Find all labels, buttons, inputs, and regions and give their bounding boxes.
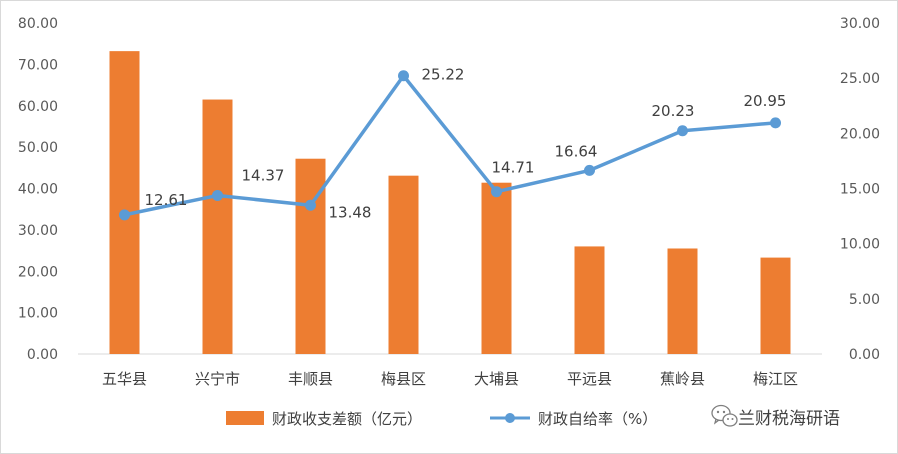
x-axis-tick-label: 兴宁市 (195, 370, 240, 388)
legend-swatch-marker (505, 413, 515, 423)
right-axis-tick-label: 15.00 (840, 182, 880, 198)
left-axis-tick-label: 70.00 (18, 57, 58, 73)
bar (388, 175, 419, 354)
line-data-label: 16.64 (555, 142, 598, 160)
bar (481, 182, 512, 354)
watermark: 兰财税海研语 (711, 404, 840, 429)
legend-swatch-bar (226, 411, 264, 425)
left-axis-tick-label: 0.00 (27, 347, 58, 363)
line-point (305, 199, 316, 211)
line-data-label: 14.37 (242, 166, 285, 184)
right-axis-tick-label: 20.00 (840, 126, 880, 142)
x-axis-tick-label: 大埔县 (474, 370, 519, 388)
bar-series (109, 51, 791, 354)
x-axis-tick-label: 平远县 (567, 370, 612, 388)
left-axis-tick-label: 60.00 (18, 99, 58, 115)
line-data-label: 12.61 (145, 191, 188, 209)
line-point (677, 125, 688, 137)
legend-label-line: 财政自给率（%） (538, 410, 657, 428)
wechat-icon (711, 404, 738, 427)
left-axis-tick-label: 20.00 (18, 264, 58, 280)
left-axis-tick-label: 30.00 (18, 223, 58, 239)
series-line (124, 73, 776, 217)
right-axis-tick-label: 30.00 (840, 16, 880, 32)
right-axis-tick-label: 5.00 (849, 292, 880, 308)
line-data-label: 13.48 (329, 203, 372, 221)
line-point (398, 70, 409, 82)
x-axis-tick-label: 蕉岭县 (660, 370, 705, 388)
left-axis-tick-label: 40.00 (18, 182, 58, 198)
right-y-axis: 0.00 5.00 10.00 15.00 20.00 25.00 30.00 (840, 16, 880, 363)
bar (109, 51, 140, 354)
line-point (584, 164, 595, 176)
legend-label-bar: 财政收支差额（亿元） (272, 410, 422, 428)
line-point (770, 117, 781, 129)
bar (760, 257, 791, 354)
bar (202, 99, 233, 354)
left-y-axis: 0.00 10.00 20.00 30.00 40.00 50.00 60.00 70.00 8… (18, 16, 58, 363)
left-axis-tick-label: 10.00 (18, 306, 58, 322)
line-point (212, 189, 223, 201)
legend: 财政收支差额（亿元） 财政自给率（%） (226, 410, 657, 428)
line-data-label: 20.23 (652, 102, 695, 120)
bar (574, 246, 605, 354)
left-axis-tick-label: 80.00 (18, 16, 58, 32)
line-data-label: 25.22 (422, 66, 465, 84)
x-axis-tick-label: 丰顺县 (288, 370, 333, 388)
bar (667, 248, 698, 354)
right-axis-tick-label: 0.00 (849, 347, 880, 363)
watermark-text: 兰财税海研语 (738, 409, 840, 429)
right-axis-tick-label: 10.00 (840, 237, 880, 253)
line-point (491, 186, 502, 198)
left-axis-tick-label: 50.00 (18, 140, 58, 156)
line-data-label: 14.71 (492, 159, 535, 177)
x-axis-tick-label: 五华县 (102, 370, 147, 388)
line-data-label: 20.95 (744, 92, 787, 110)
line-series: 12.61 14.37 13.48 25.22 14.71 16.64 20.23 20.95 (119, 66, 787, 221)
right-axis-tick-label: 25.00 (840, 71, 880, 87)
x-axis-tick-label: 梅江区 (753, 370, 798, 388)
x-axis-tick-labels: 五华县 兴宁市 丰顺县 梅县区 大埔县 平远县 蕉岭县 梅江区 (102, 370, 798, 388)
x-axis-tick-label: 梅县区 (381, 370, 426, 388)
line-point (119, 209, 130, 221)
